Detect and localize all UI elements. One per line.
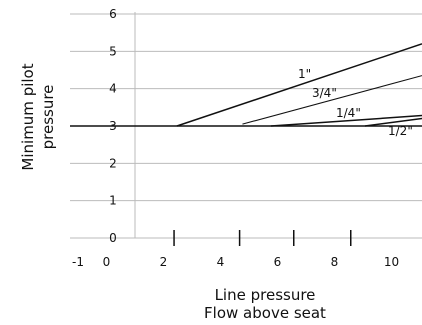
y-axis-title-line2: pressure — [39, 85, 57, 150]
series-labels: 1"3/4" 1/4" 1/2" — [298, 67, 413, 138]
series-label: 1/2" — [388, 124, 413, 138]
x-tick-marks — [173, 230, 352, 246]
series-label: 1" — [298, 67, 311, 81]
series-line — [242, 75, 422, 125]
series-label: 1/4" — [336, 106, 361, 120]
x-axis-title-line2: Flow above seat — [204, 304, 326, 322]
x-tick-label: 2 — [160, 255, 168, 269]
y-tick-labels: 0 1 2 3 4 5 6 — [109, 7, 117, 245]
x-tick-label: 6 — [274, 255, 282, 269]
x-axis-title-line1: Line pressure — [215, 286, 316, 304]
y-tick-label: 1 — [109, 194, 117, 208]
y-tick-label: 3 — [109, 119, 117, 133]
y-tick-label: 2 — [109, 156, 117, 170]
series-lines — [70, 43, 422, 127]
y-tick-label: 4 — [109, 82, 117, 96]
series-line — [176, 43, 422, 127]
x-tick-label: -1 — [72, 255, 84, 269]
y-tick-label: 5 — [109, 44, 117, 58]
series-label: 3/4" — [312, 86, 337, 100]
x-tick-labels: -1 0 2 4 6 8 10 — [72, 255, 399, 269]
x-tick-label: 8 — [331, 255, 339, 269]
x-tick-label: 10 — [384, 255, 399, 269]
y-tick-label: 6 — [109, 7, 117, 21]
series-line — [270, 114, 422, 127]
y-tick-label: 0 — [109, 231, 117, 245]
series-line — [364, 117, 422, 127]
x-tick-label: 4 — [217, 255, 225, 269]
y-axis-title-line1: Minimum pilot — [19, 63, 37, 170]
x-tick-label: 0 — [103, 255, 111, 269]
